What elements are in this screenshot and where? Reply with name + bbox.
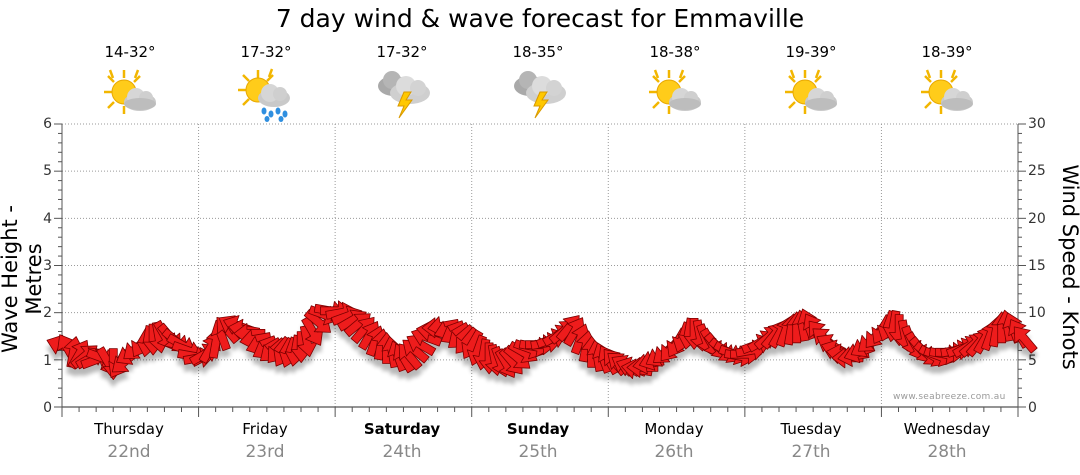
y-tick-left: 2	[43, 305, 52, 321]
day-label: Friday	[242, 420, 288, 438]
date-label: 28th	[927, 442, 967, 462]
temp-label: 19-39°	[785, 43, 837, 61]
y-tick-right: 30	[1028, 116, 1046, 132]
y-tick-left: 5	[43, 163, 52, 179]
chart-title: 7 day wind & wave forecast for Emmaville	[275, 4, 805, 33]
day-label: Wednesday	[903, 420, 991, 438]
y-tick-right: 20	[1028, 211, 1046, 227]
y-tick-left: 3	[43, 258, 52, 274]
y-tick-left: 1	[43, 353, 52, 369]
y-tick-left: 4	[43, 211, 52, 227]
date-label: 24th	[382, 442, 422, 462]
temp-label: 17-32°	[376, 43, 428, 61]
partly-cloudy-icon	[785, 69, 837, 114]
temp-label: 18-35°	[512, 43, 564, 61]
sun-showers-icon	[238, 68, 290, 122]
y-tick-left: 6	[43, 116, 52, 132]
wind-arrow	[297, 325, 318, 358]
partly-cloudy-icon	[104, 69, 156, 114]
date-label: 26th	[654, 442, 694, 462]
date-label: 25th	[518, 442, 558, 462]
y-tick-right: 10	[1028, 305, 1046, 321]
thunderstorm-icon	[378, 71, 430, 119]
temp-label: 18-39°	[921, 43, 973, 61]
partly-cloudy-icon	[649, 69, 701, 114]
temp-label: 17-32°	[240, 43, 292, 61]
partly-cloudy-icon	[921, 69, 973, 114]
y-tick-right: 5	[1028, 353, 1037, 369]
wind-arrow	[1013, 326, 1038, 354]
y-tick-right: 25	[1028, 163, 1046, 179]
day-label: Tuesday	[780, 420, 842, 438]
y-tick-right: 15	[1028, 258, 1046, 274]
thunderstorm-icon	[514, 71, 566, 119]
y-tick-right: 0	[1028, 400, 1037, 416]
date-label: 23rd	[245, 442, 285, 462]
wind-arrow	[303, 308, 331, 333]
day-label: Sunday	[506, 420, 570, 438]
temp-label: 14-32°	[104, 43, 156, 61]
day-label: Saturday	[363, 420, 441, 438]
date-label: 27th	[791, 442, 831, 462]
y-tick-left: 0	[43, 400, 52, 416]
temp-label: 18-38°	[649, 43, 701, 61]
credit-text: www.seabreeze.com.au	[893, 392, 1006, 402]
day-label: Thursday	[94, 420, 164, 438]
date-label: 22nd	[107, 442, 151, 462]
day-label: Monday	[644, 420, 704, 438]
